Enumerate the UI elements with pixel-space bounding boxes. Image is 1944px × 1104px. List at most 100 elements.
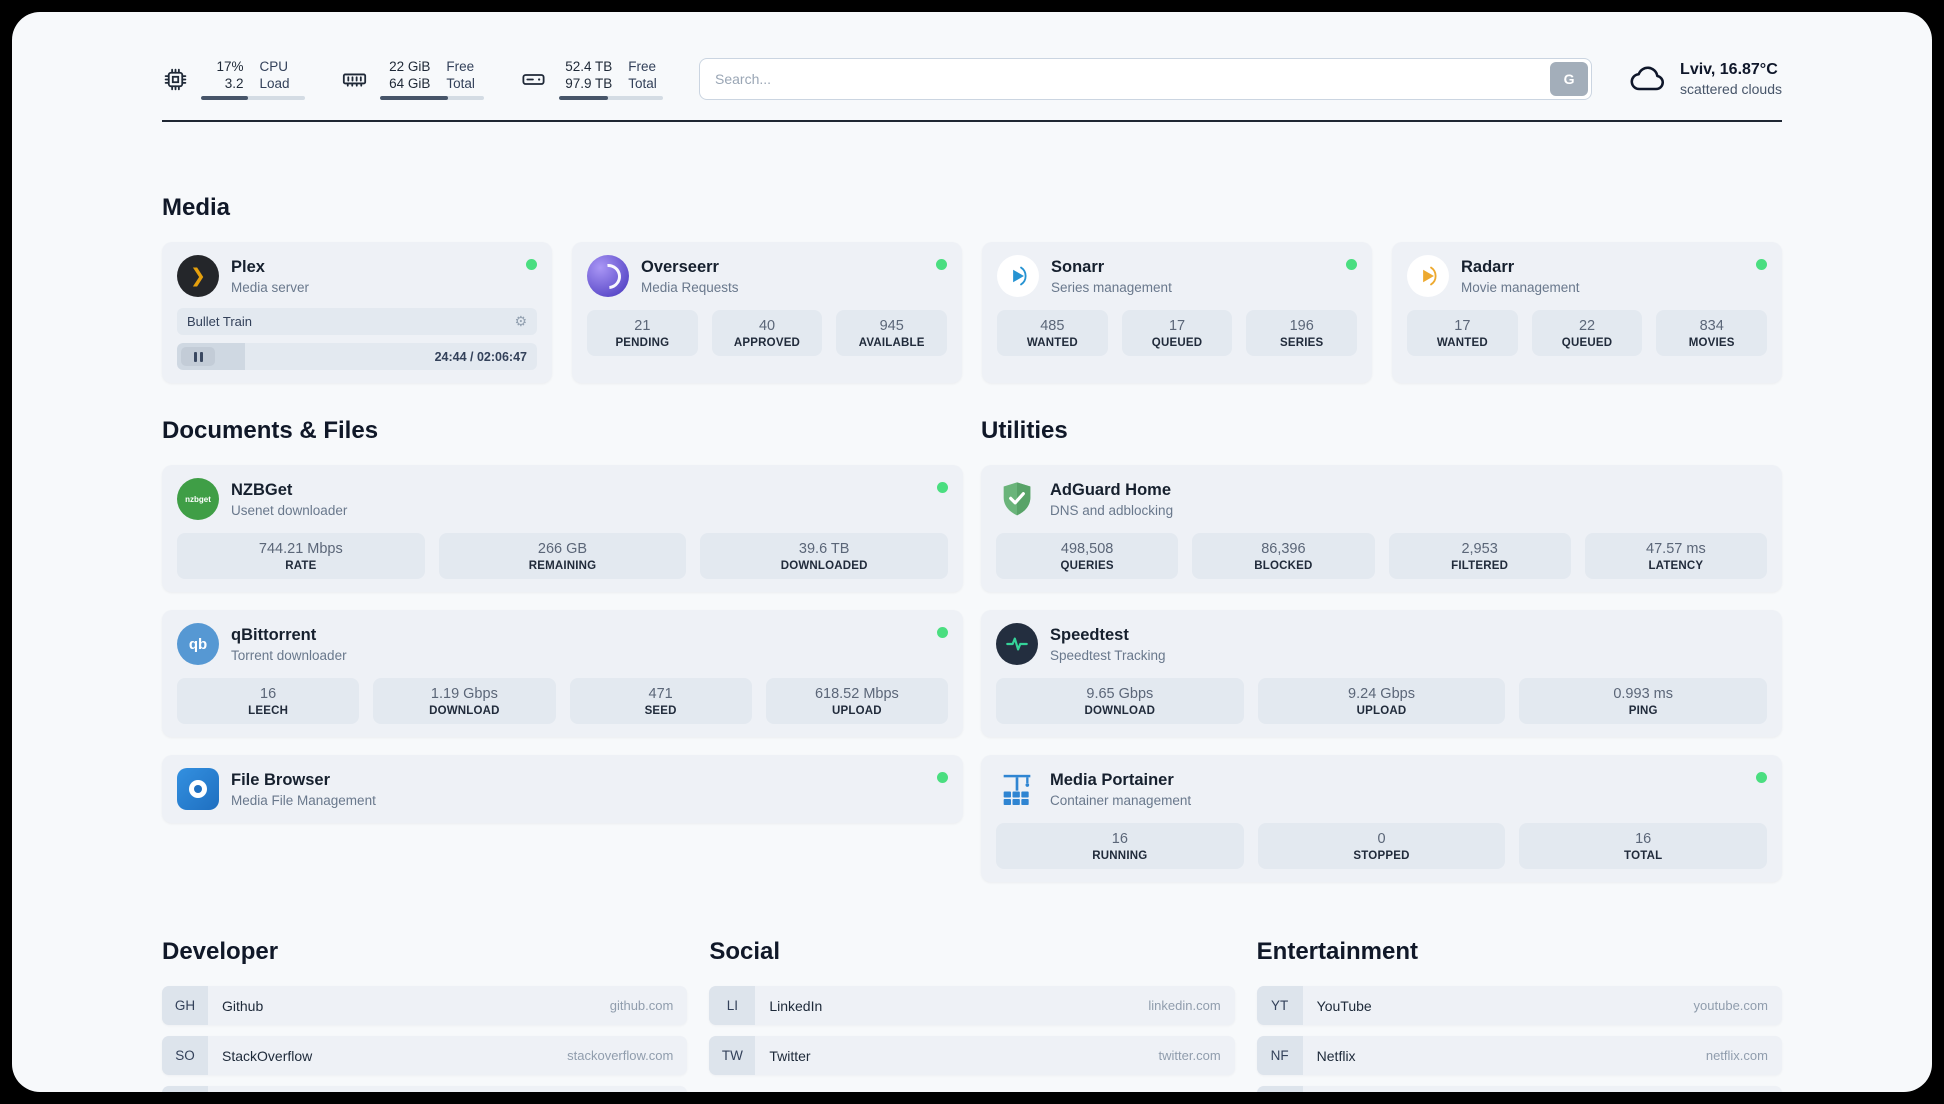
service-card-portainer[interactable]: Media Portainer Container management 16 …	[981, 755, 1782, 882]
service-card-speedtest[interactable]: Speedtest Speedtest Tracking 9.65 Gbps D…	[981, 610, 1782, 737]
bookmark-dev[interactable]: DT DEV dev.to	[162, 1086, 688, 1092]
bookmark-domain: twitter.com	[1158, 1048, 1221, 1063]
status-dot	[1346, 259, 1357, 270]
stat-value: 17	[1454, 318, 1471, 334]
stat-value: 498,508	[1060, 541, 1114, 557]
status-dot	[1756, 772, 1767, 783]
stat-movies: 834 MOVIES	[1656, 310, 1768, 356]
service-subtitle: Media File Management	[231, 792, 376, 808]
nzbget-icon: nzbget	[177, 478, 219, 520]
bookmark-youtube[interactable]: YT YouTube youtube.com	[1256, 986, 1782, 1025]
memory-monitor: 22 GiB Free 64 GiB Total	[341, 59, 484, 100]
section-heading-media: Media	[162, 194, 231, 221]
stat-label: SEED	[644, 705, 677, 717]
bookmark-abbr: RE	[1256, 1086, 1303, 1092]
status-dot	[936, 259, 947, 270]
search-engine-button[interactable]: G	[1550, 62, 1589, 96]
search-bar: G	[699, 58, 1593, 100]
gear-icon[interactable]: ⚙	[514, 313, 527, 329]
service-card-adguard[interactable]: AdGuard Home DNS and adblocking 498,508 …	[981, 465, 1782, 592]
stat-value: 16	[1111, 831, 1128, 847]
overseerr-icon	[587, 255, 629, 297]
service-card-radarr[interactable]: Radarr Movie management 17 WANTED 22 QUE…	[1392, 242, 1782, 383]
stat-value: 17	[1168, 318, 1186, 334]
stat-value: 266 GB	[537, 541, 588, 557]
stat-label: PENDING	[615, 337, 670, 349]
bookmark-github[interactable]: GH Github github.com	[162, 986, 688, 1025]
service-card-nzbget[interactable]: nzbget NZBGet Usenet downloader 744.21 M…	[162, 465, 963, 592]
cpu-usage-value: 17%	[216, 58, 244, 74]
bookmark-stackoverflow[interactable]: SO StackOverflow stackoverflow.com	[162, 1036, 688, 1075]
section-entertainment: Entertainment YT YouTube youtube.com NF …	[1256, 938, 1782, 1092]
player-progress[interactable]: 24:44 / 02:06:47	[177, 343, 537, 370]
bookmark-abbr: TW	[709, 1036, 756, 1075]
bookmark-twitter[interactable]: TW Twitter twitter.com	[709, 1036, 1235, 1075]
disk-progress-bar	[559, 95, 663, 100]
bookmark-domain: stackoverflow.com	[567, 1048, 674, 1063]
service-name: Plex	[231, 257, 265, 276]
service-name: File Browser	[231, 770, 331, 789]
stat-filtered: 2,953 FILTERED	[1388, 533, 1571, 579]
bookmark-domain: linkedin.com	[1148, 998, 1221, 1013]
service-card-overseerr[interactable]: Overseerr Media Requests 21 PENDING 40 A…	[572, 242, 962, 383]
cpu-label: CPU	[259, 58, 288, 74]
cpu-load-value: 3.2	[224, 75, 244, 91]
service-subtitle: Series management	[1051, 279, 1172, 295]
stat-blocked: 86,396 BLOCKED	[1192, 533, 1375, 579]
stat-label: UPLOAD	[1356, 705, 1407, 717]
stat-label: MOVIES	[1688, 337, 1735, 349]
bookmark-reddit[interactable]: RE Reddit reddit.com	[1256, 1086, 1782, 1092]
stat-upload: 9.24 Gbps UPLOAD	[1257, 678, 1506, 724]
service-name: Overseerr	[641, 257, 719, 276]
service-card-plex[interactable]: ❯ Plex Media server Bullet Train ⚙	[162, 242, 552, 383]
weather-condition: scattered clouds	[1680, 81, 1782, 97]
stat-remaining: 266 GB REMAINING	[438, 533, 687, 579]
stat-pending: 21 PENDING	[587, 310, 698, 356]
stat-stopped: 0 STOPPED	[1257, 823, 1506, 869]
service-subtitle: Media Requests	[641, 279, 739, 295]
bookmark-name: LinkedIn	[769, 997, 823, 1014]
stat-running: 16 RUNNING	[996, 823, 1244, 869]
service-card-filebrowser[interactable]: File Browser Media File Management	[162, 755, 963, 823]
service-subtitle: Speedtest Tracking	[1050, 647, 1166, 663]
service-name: AdGuard Home	[1050, 480, 1172, 499]
stat-label: SERIES	[1279, 337, 1324, 349]
service-subtitle: Usenet downloader	[231, 502, 348, 518]
stat-ping: 0.993 ms PING	[1519, 678, 1768, 724]
stat-upload: 618.52 Mbps UPLOAD	[765, 678, 948, 724]
stat-download: 9.65 Gbps DOWNLOAD	[996, 678, 1244, 724]
status-dot	[937, 482, 948, 493]
stat-label: QUEUED	[1151, 337, 1203, 349]
memory-total-label: Total	[446, 75, 475, 91]
memory-free-label: Free	[446, 58, 475, 74]
stat-value: 86,396	[1261, 541, 1306, 557]
stat-label: UPLOAD	[831, 705, 882, 717]
service-card-qbittorrent[interactable]: qb qBittorrent Torrent downloader 16 LEE…	[162, 610, 963, 737]
service-card-sonarr[interactable]: Sonarr Series management 485 WANTED 17 Q…	[982, 242, 1372, 383]
search-input[interactable]	[703, 71, 1551, 87]
section-heading-social: Social	[709, 938, 781, 965]
cpu-progress-bar	[201, 95, 305, 100]
section-utilities: Utilities AdGu	[981, 417, 1782, 882]
stat-label: REMAINING	[528, 560, 597, 572]
plex-icon: ❯	[177, 255, 219, 297]
stat-value: 471	[648, 686, 673, 702]
stat-value: 21	[634, 318, 651, 334]
service-name: Media Portainer	[1050, 770, 1174, 789]
stat-value: 744.21 Mbps	[258, 541, 343, 557]
bookmark-linkedin[interactable]: LI LinkedIn linkedin.com	[709, 986, 1235, 1025]
memory-progress-bar	[380, 95, 484, 100]
bookmark-name: Netflix	[1316, 1047, 1356, 1064]
weather-widget[interactable]: Lviv, 16.87°C scattered clouds	[1628, 61, 1782, 98]
stat-label: DOWNLOAD	[1084, 705, 1156, 717]
stat-label: AVAILABLE	[858, 337, 925, 349]
disk-total-value: 97.9 TB	[565, 75, 613, 91]
pause-icon[interactable]	[181, 347, 215, 366]
stat-label: STOPPED	[1353, 850, 1410, 862]
bookmark-netflix[interactable]: NF Netflix netflix.com	[1256, 1036, 1782, 1075]
stat-label: WANTED	[1026, 337, 1078, 349]
stat-value: 9.65 Gbps	[1086, 686, 1154, 702]
stat-value: 47.57 ms	[1646, 541, 1706, 557]
cpu-monitor: 17% CPU 3.2 Load	[162, 59, 305, 100]
disk-free-value: 52.4 TB	[565, 58, 613, 74]
